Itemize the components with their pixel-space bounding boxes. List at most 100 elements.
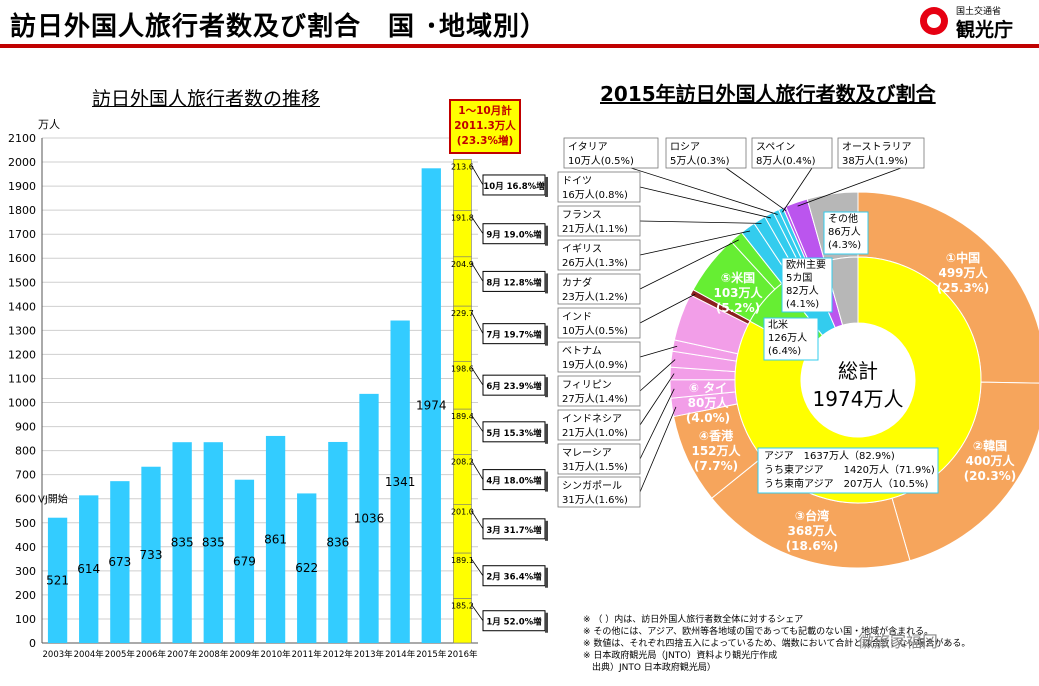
slice-label-name: ③台湾: [795, 508, 829, 523]
inner-label-europe: 5カ国: [786, 272, 812, 284]
country-callout-box: [557, 409, 641, 441]
month-value-label: 198.6: [451, 364, 474, 373]
x-tick-label: 2015年: [416, 649, 447, 660]
callout-line: [782, 167, 813, 213]
y-tick-label: 1300: [8, 324, 36, 337]
x-tick-label: 2008年: [198, 649, 229, 660]
bar-value-label: 1974: [416, 399, 447, 413]
country-value: 10万人(0.5%): [568, 155, 634, 167]
country-name: フランス: [562, 209, 602, 221]
country-callout-box: [557, 443, 641, 475]
ytd-total-text: 2011.3万人: [454, 119, 516, 132]
y-tick-label: 2000: [8, 156, 36, 169]
bar: [390, 320, 410, 643]
month-value-label: 229.7: [451, 309, 474, 318]
y-tick-label: 400: [15, 541, 36, 554]
country-callout-box: [557, 205, 641, 237]
slice-label-amount: 499万人: [938, 265, 988, 280]
country-name: イタリア: [568, 141, 608, 153]
donut-hole: [801, 323, 915, 437]
month-value-label: 208.2: [451, 458, 474, 467]
month-callout-text: 1月 52.0%増: [486, 617, 542, 628]
month-callout-text: 8月 12.8%増: [486, 277, 542, 288]
month-value-label: 189.4: [451, 412, 474, 421]
slice-label-amount: 103万人: [713, 285, 763, 300]
inner-label-other: その他: [828, 212, 858, 225]
bar-value-label: 1036: [354, 511, 385, 525]
inner-label-europe: 82万人: [786, 285, 819, 297]
month-callout-text: 6月 23.9%増: [486, 381, 542, 392]
country-name: インド: [562, 312, 592, 323]
callout-line: [639, 230, 751, 256]
title-underline: [0, 44, 1039, 48]
inner-label-asia: アジア 1637万人（82.9%): [764, 450, 895, 462]
country-value: 10万人(0.5%): [562, 325, 628, 337]
callout-line: [471, 216, 484, 234]
bar-chart-heading: 訪日外国人旅行者数の推移: [92, 88, 321, 110]
country-value: 19万人(0.9%): [562, 359, 628, 371]
country-callout-box: [557, 341, 641, 373]
slice-label-share: (7.7%): [694, 459, 738, 473]
bar: [203, 442, 223, 643]
footnotes: ※ （ ）内は、訪日外国人旅行者数全体に対するシェア ※ その他には、アジア、欧…: [583, 614, 970, 674]
country-callout-box: [557, 273, 641, 305]
country-value: 31万人(1.5%): [562, 461, 628, 473]
inner-label-other: 86万人: [828, 226, 861, 238]
footnote: ※ 日本政府観光局（JNTO）資料より観光庁作成: [583, 651, 778, 661]
callout-line: [639, 388, 675, 460]
bar-value-label: 622: [295, 561, 318, 575]
inner-label-north-america: 126万人: [768, 332, 807, 344]
country-value: 21万人(1.1%): [562, 223, 628, 235]
logo-title: 観光庁: [956, 19, 1014, 41]
month-segment: [453, 158, 472, 211]
slice-label-share: (25.3%): [937, 281, 990, 295]
y-tick-label: 1900: [8, 180, 36, 193]
country-callout-box: [557, 476, 641, 508]
callout-line: [471, 311, 484, 334]
donut-chart-heading: 2015年訪日外国人旅行者数及び割合: [600, 82, 936, 106]
callout-line: [471, 460, 484, 480]
x-tick-label: 2014年: [385, 649, 416, 660]
donut-total-value: 1974万人: [813, 387, 904, 411]
callout-shadow: [545, 520, 548, 541]
callout-shadow: [545, 612, 548, 633]
month-value-label: 185.2: [451, 601, 474, 610]
bar-value-label: 835: [171, 536, 194, 550]
callout-line: [639, 293, 696, 324]
country-callout-box: [751, 137, 833, 169]
logo-mark-icon: [920, 7, 948, 35]
ytd-total-text: 1～10月計: [458, 104, 512, 117]
country-value: 8万人(0.4%): [756, 155, 816, 167]
country-value: 26万人(1.3%): [562, 257, 628, 269]
y-tick-label: 900: [15, 421, 36, 434]
x-tick-label: 2006年: [136, 649, 167, 660]
month-value-label: 204.9: [451, 260, 474, 269]
bar: [421, 168, 441, 644]
inner-label-north-america: 北米: [768, 318, 788, 331]
month-callout-text: 2月 36.4%増: [486, 572, 542, 583]
month-value-label: 189.1: [451, 556, 474, 565]
bar: [141, 466, 161, 643]
country-value: 5万人(0.3%): [670, 155, 730, 167]
x-tick-label: 2005年: [105, 649, 136, 660]
callout-shadow: [545, 273, 548, 294]
slice-label-share: (18.6%): [786, 539, 839, 553]
bar: [47, 517, 68, 643]
slice-label-name: ⑥ タイ: [689, 381, 727, 395]
country-name: ベトナム: [562, 345, 602, 357]
callout-shadow: [545, 471, 548, 492]
inner-label-europe: 欧州主要: [786, 259, 826, 271]
country-callout-box: [557, 239, 641, 271]
inner-label-asia: うち東アジア 1420万人（71.9%): [764, 463, 935, 476]
country-value: 23万人(1.2%): [562, 291, 628, 303]
callout-line: [471, 510, 484, 530]
callout-line: [639, 373, 675, 426]
y-axis-unit: 万人: [38, 118, 60, 131]
inner-label-north-america: (6.4%): [768, 346, 801, 357]
y-tick-label: 1800: [8, 204, 36, 217]
callout-shadow: [545, 567, 548, 588]
callout-line: [630, 167, 778, 215]
slice-label-share: (20.3%): [964, 469, 1017, 483]
footnote: ※ （ ）内は、訪日外国人旅行者数全体に対するシェア: [583, 615, 804, 625]
